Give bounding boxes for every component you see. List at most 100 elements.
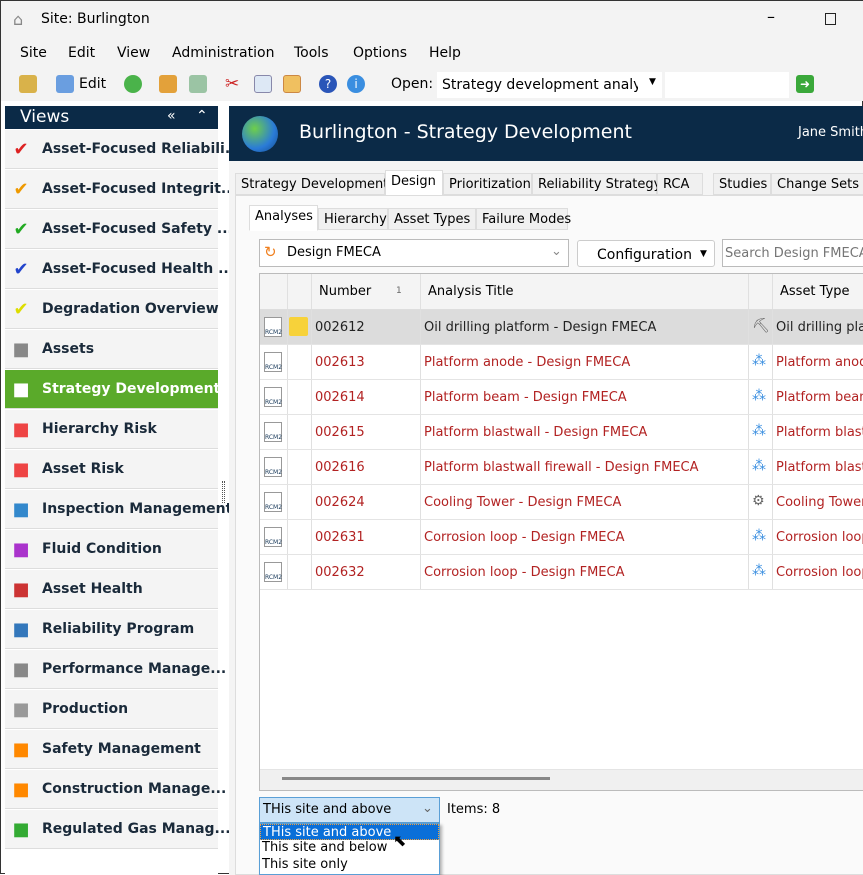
sidebar-item-asset-health[interactable]: ■ Asset Health: [5, 570, 218, 609]
table-row[interactable]: RCM2 002613 Platform anode - Design FMEC…: [260, 345, 863, 380]
scope-dropdown[interactable]: THis site and above ⌄: [259, 797, 440, 823]
collapse-left-icon[interactable]: «: [167, 108, 176, 124]
tab-rca[interactable]: RCA: [657, 173, 703, 195]
subtab-analyses[interactable]: Analyses: [249, 205, 318, 231]
cell-title[interactable]: Platform beam - Design FMECA: [424, 390, 627, 405]
cell-title[interactable]: Corrosion loop - Design FMECA: [424, 565, 625, 580]
tab-reliability-strategy[interactable]: Reliability Strategy: [532, 173, 661, 195]
cell-title[interactable]: Corrosion loop - Design FMECA: [424, 530, 625, 545]
table-row[interactable]: RCM2 002624 Cooling Tower - Design FMECA…: [260, 485, 863, 520]
edit-icon[interactable]: [56, 75, 74, 93]
cell-number[interactable]: 002624: [315, 495, 365, 510]
user-name[interactable]: Jane Smith: [798, 125, 863, 140]
windows-icon[interactable]: [159, 75, 177, 93]
sidebar-item-safety-management[interactable]: ■ Safety Management: [5, 730, 218, 769]
sidebar-item-regulated-gas-manag[interactable]: ■ Regulated Gas Manag...: [5, 810, 231, 849]
link-icon[interactable]: [189, 75, 207, 93]
scrollbar-thumb[interactable]: [282, 777, 550, 780]
cell-number[interactable]: 002631: [315, 530, 365, 545]
up-folder-icon[interactable]: [19, 75, 37, 93]
sidebar-item-hierarchy-risk[interactable]: ■ Hierarchy Risk: [5, 410, 218, 449]
tab-prioritization[interactable]: Prioritization: [443, 173, 532, 195]
sidebar-item-reliability-program[interactable]: ■ Reliability Program: [5, 610, 218, 649]
cell-number[interactable]: 002616: [315, 460, 365, 475]
menu-view[interactable]: View: [117, 45, 151, 61]
horizontal-scrollbar[interactable]: [260, 769, 863, 790]
column-number[interactable]: Number: [319, 284, 372, 299]
configuration-button[interactable]: Configuration ▼: [577, 240, 715, 267]
scope-option-site-and-below[interactable]: This site and below: [262, 840, 388, 855]
sidebar-item-asset-risk[interactable]: ■ Asset Risk: [5, 450, 218, 489]
subtab-failure-modes[interactable]: Failure Modes: [476, 208, 571, 230]
tab-design[interactable]: Design: [385, 170, 443, 196]
menu-site[interactable]: Site: [20, 45, 47, 61]
sidebar-item-fluid-condition[interactable]: ■ Fluid Condition: [5, 530, 218, 569]
edit-button[interactable]: Edit: [79, 76, 107, 92]
table-row[interactable]: RCM2 002612 Oil drilling platform - Desi…: [260, 310, 863, 345]
sidebar-item-inspection-management[interactable]: ■ Inspection Management: [5, 490, 232, 529]
cell-title[interactable]: Platform blastwall firewall - Design FME…: [424, 460, 699, 475]
cell-asset-type[interactable]: Platform beam: [776, 390, 863, 405]
sidebar-item-asset-focused-safety[interactable]: ✔ Asset-Focused Safety ...: [5, 210, 233, 249]
cell-asset-type[interactable]: Platform blastwall: [776, 425, 863, 440]
subtab-asset-types[interactable]: Asset Types: [388, 208, 476, 230]
column-asset-type[interactable]: Asset Type: [780, 284, 850, 299]
sidebar-item-assets[interactable]: ■ Assets: [5, 330, 218, 369]
open-dropdown[interactable]: Strategy development analysi ▼: [437, 72, 662, 98]
minimize-button[interactable]: –: [767, 7, 775, 26]
tab-studies[interactable]: Studies: [713, 173, 771, 195]
sidebar-item-construction-manage[interactable]: ■ Construction Manage...: [5, 770, 226, 809]
help-icon[interactable]: ?: [319, 75, 337, 93]
copy-icon[interactable]: [254, 75, 272, 93]
cell-number[interactable]: 002613: [315, 355, 365, 370]
refresh-icon[interactable]: [124, 75, 142, 93]
tab-strategy-development[interactable]: Strategy Development: [235, 173, 388, 195]
sidebar-item-asset-focused-integrit[interactable]: ✔ Asset-Focused Integrit...: [5, 170, 237, 209]
maximize-button[interactable]: [825, 13, 836, 25]
search-input[interactable]: [722, 239, 863, 267]
cell-number[interactable]: 002632: [315, 565, 365, 580]
cell-number[interactable]: 002615: [315, 425, 365, 440]
cell-title[interactable]: Platform blastwall - Design FMECA: [424, 425, 648, 440]
paste-icon[interactable]: [283, 75, 301, 93]
column-analysis-title[interactable]: Analysis Title: [428, 284, 514, 299]
splitter-handle[interactable]: [222, 481, 225, 503]
tab-change-sets[interactable]: Change Sets: [771, 173, 863, 195]
sidebar-item-production[interactable]: ■ Production: [5, 690, 218, 729]
cell-asset-type[interactable]: Platform anode: [776, 355, 863, 370]
table-row[interactable]: RCM2 002615 Platform blastwall - Design …: [260, 415, 863, 450]
cell-number[interactable]: 002612: [315, 320, 365, 335]
open-search-input[interactable]: [665, 72, 789, 98]
cell-asset-type[interactable]: Corrosion loop: [776, 530, 863, 545]
cell-asset-type[interactable]: Cooling Tower: [776, 495, 863, 510]
analysis-type-dropdown[interactable]: ↻ Design FMECA ⌄: [259, 239, 569, 267]
table-row[interactable]: RCM2 002632 Corrosion loop - Design FMEC…: [260, 555, 863, 590]
cell-asset-type[interactable]: Corrosion loop: [776, 565, 863, 580]
cell-asset-type[interactable]: Platform blastwall firewall: [776, 460, 863, 475]
cut-icon[interactable]: ✂: [225, 74, 240, 94]
table-row[interactable]: RCM2 002631 Corrosion loop - Design FMEC…: [260, 520, 863, 555]
menu-tools[interactable]: Tools: [294, 45, 329, 61]
menu-options[interactable]: Options: [353, 45, 408, 61]
sidebar-item-degradation-overview[interactable]: ✔ Degradation Overview: [5, 290, 219, 329]
menu-administration[interactable]: Administration: [172, 45, 275, 61]
cell-asset-type[interactable]: Oil drilling platform: [776, 320, 863, 335]
cell-title[interactable]: Platform anode - Design FMECA: [424, 355, 631, 370]
info-icon[interactable]: i: [347, 75, 365, 93]
go-arrow-icon[interactable]: ➜: [796, 75, 814, 93]
cell-title[interactable]: Cooling Tower - Design FMECA: [424, 495, 622, 510]
subtab-hierarchy[interactable]: Hierarchy: [318, 208, 388, 230]
collapse-up-icon[interactable]: ⌃: [196, 108, 208, 124]
sidebar-item-performance-manage[interactable]: ■ Performance Manage...: [5, 650, 226, 689]
scope-option-site-and-above[interactable]: THis site and above: [260, 824, 439, 840]
menu-help[interactable]: Help: [429, 45, 461, 61]
sidebar-item-asset-focused-reliabili[interactable]: ✔ Asset-Focused Reliabili...: [5, 130, 241, 169]
scope-option-site-only[interactable]: This site only: [262, 857, 348, 872]
table-row[interactable]: RCM2 002616 Platform blastwall firewall …: [260, 450, 863, 485]
sidebar-item-asset-focused-health[interactable]: ✔ Asset-Focused Health ...: [5, 250, 234, 289]
table-row[interactable]: RCM2 002614 Platform beam - Design FMECA…: [260, 380, 863, 415]
sidebar-item-strategy-development[interactable]: ■ Strategy Development: [5, 370, 220, 409]
cell-title[interactable]: Oil drilling platform - Design FMECA: [424, 320, 657, 335]
menu-edit[interactable]: Edit: [68, 45, 96, 61]
cell-number[interactable]: 002614: [315, 390, 365, 405]
